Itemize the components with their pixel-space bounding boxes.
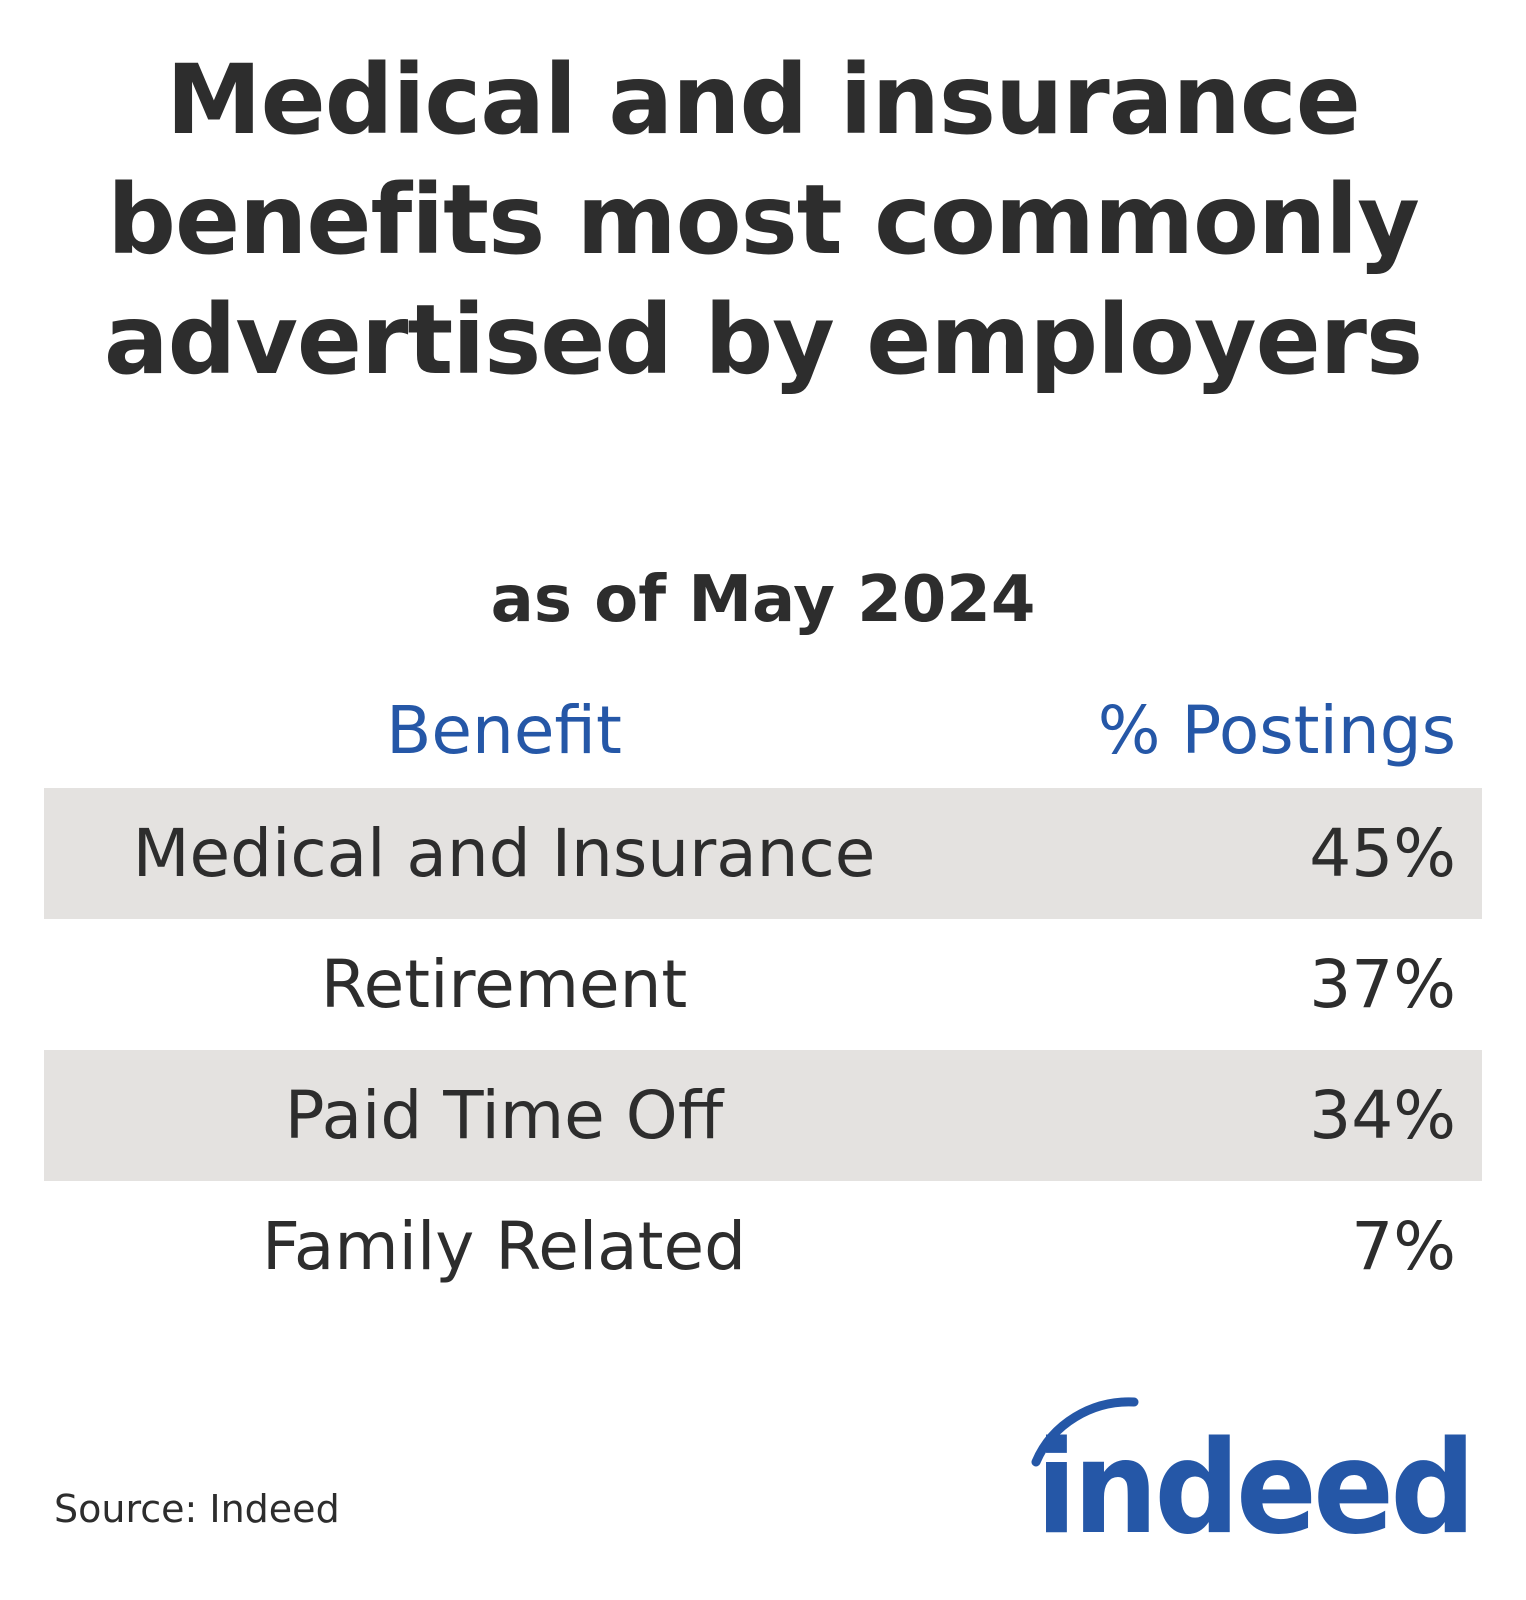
postings-cell: 45%: [1309, 815, 1456, 892]
postings-cell: 37%: [1309, 946, 1456, 1023]
table-header-row: Benefit % Postings: [44, 676, 1482, 788]
postings-cell: 34%: [1309, 1077, 1456, 1154]
chart-title: Medical and insurance benefits most comm…: [103, 44, 1423, 396]
logo-swoosh: [1031, 1397, 1139, 1467]
indeed-logo: indeed: [1031, 1397, 1476, 1540]
table-row: Paid Time Off 34%: [44, 1050, 1482, 1181]
column-header-postings: % Postings: [1097, 692, 1456, 769]
column-header-benefit: Benefit: [386, 692, 622, 769]
logo-wordmark: indeed: [1036, 1414, 1472, 1540]
source-note: Source: Indeed: [54, 1487, 340, 1531]
table-row: Retirement 37%: [44, 919, 1482, 1050]
benefit-cell: Medical and Insurance: [132, 815, 876, 892]
chart-subtitle: as of May 2024: [490, 563, 1036, 637]
benefit-cell: Family Related: [261, 1208, 746, 1285]
benefits-table: Benefit % Postings Medical and Insurance…: [44, 676, 1482, 1312]
postings-cell: 7%: [1351, 1208, 1456, 1285]
benefit-cell: Retirement: [320, 946, 688, 1023]
benefit-cell: Paid Time Off: [284, 1077, 724, 1154]
table-row: Family Related 7%: [44, 1181, 1482, 1312]
table-row: Medical and Insurance 45%: [44, 788, 1482, 919]
